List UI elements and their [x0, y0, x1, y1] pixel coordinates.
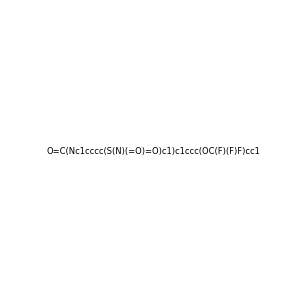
Text: O=C(Nc1cccc(S(N)(=O)=O)c1)c1ccc(OC(F)(F)F)cc1: O=C(Nc1cccc(S(N)(=O)=O)c1)c1ccc(OC(F)(F)… [47, 147, 261, 156]
